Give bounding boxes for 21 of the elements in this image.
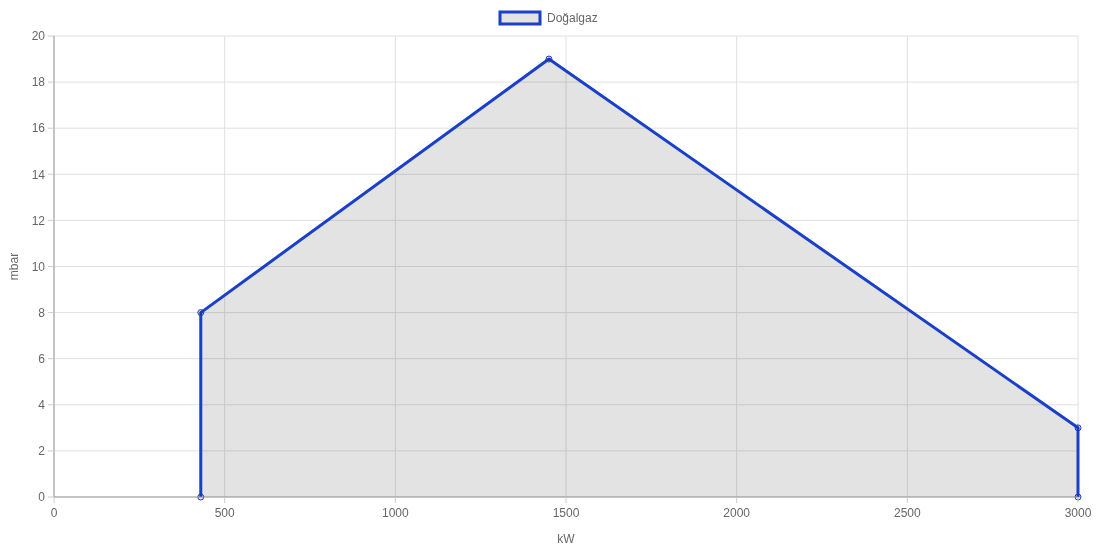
y-tick-label: 16 (31, 121, 46, 136)
x-tick-label: 500 (214, 506, 235, 520)
y-tick-label: 4 (38, 398, 46, 412)
y-tick-label: 0 (38, 490, 46, 505)
y-tick-label: 8 (38, 305, 46, 320)
legend-label: Doğalgaz (547, 11, 598, 26)
y-tick-label: 18 (31, 75, 46, 90)
x-tick-label: 3000 (1064, 506, 1092, 520)
y-tick-label: 14 (31, 167, 46, 182)
y-tick-label: 12 (31, 213, 46, 228)
y-tick-label: 20 (31, 29, 46, 44)
x-tick-label: 1500 (552, 506, 580, 520)
x-axis-title: kW (557, 532, 576, 546)
x-tick-label: 1000 (381, 506, 409, 520)
y-tick-label: 2 (38, 444, 46, 459)
x-tick-label: 2500 (893, 506, 921, 520)
y-axis-title: mbar (7, 252, 21, 281)
x-tick-label: 2000 (723, 506, 751, 520)
x-tick-label: 0 (50, 506, 58, 520)
y-tick-label: 10 (31, 259, 46, 274)
y-tick-label: 6 (38, 351, 46, 366)
